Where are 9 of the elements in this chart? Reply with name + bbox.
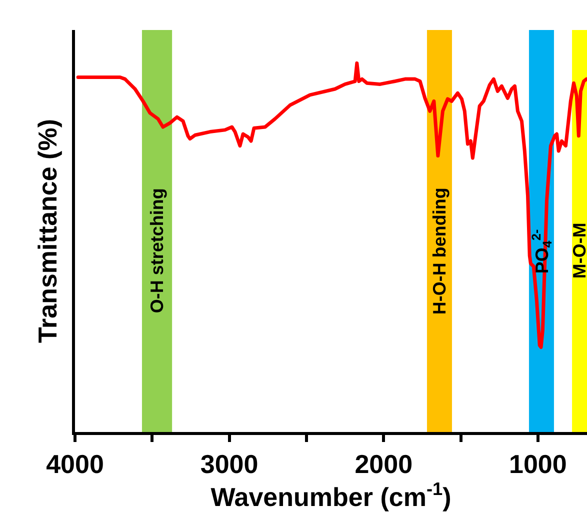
y-axis-title: Transmittance (%) (32, 119, 62, 343)
x-tick-label: 1000 (509, 449, 567, 480)
x-tick-label: 3000 (200, 449, 258, 480)
x-tick-label: 4000 (46, 449, 104, 480)
x-tick-label: 2000 (354, 449, 413, 480)
x-axis-title: Wavenumber (cm$^{-1}$) (210, 479, 452, 512)
band-label: H-O-H bending (429, 188, 450, 315)
band-label: O-H stretching (146, 188, 167, 314)
band-label: M-O-M (569, 222, 587, 279)
